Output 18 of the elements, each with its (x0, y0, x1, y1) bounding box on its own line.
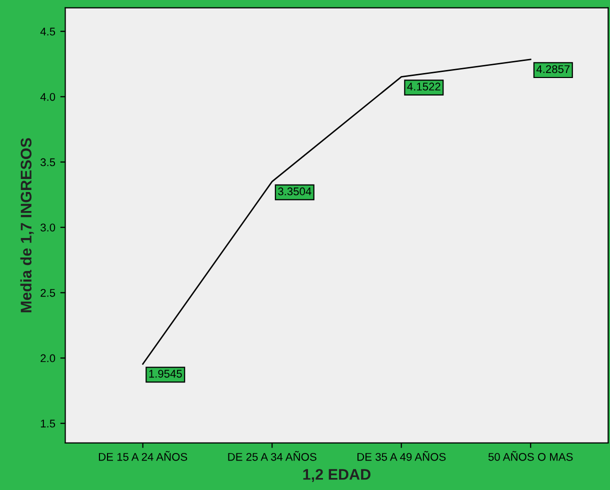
y-tick-label: 2.0 (40, 354, 56, 362)
data-label: 3.3504 (278, 187, 312, 196)
y-tick-label: 3.5 (40, 158, 56, 166)
x-axis-title: 1,2 EDAD (303, 469, 370, 482)
x-tick-label: DE 35 A 49 AÑOS (357, 450, 446, 461)
y-tick-label: 4.0 (40, 92, 56, 101)
data-label: 4.2857 (536, 65, 570, 74)
x-tick-label: 50 AÑOS O MAS (488, 450, 573, 461)
y-tick-label: 4.5 (40, 28, 56, 36)
data-label: 1.9545 (149, 370, 182, 378)
y-tick-label: 2.5 (40, 288, 56, 297)
x-tick-label: DE 25 A 34 AÑOS (228, 450, 316, 461)
y-tick-label: 3.0 (40, 224, 56, 232)
data-label: 4.1522 (407, 82, 440, 91)
line-series (142, 58, 532, 365)
x-tick-label: DE 15 A 24 AÑOS (98, 450, 188, 461)
y-tick-label: 1.5 (40, 420, 56, 428)
y-axis-title: Media de 1,7 INGRESOS (20, 138, 34, 312)
